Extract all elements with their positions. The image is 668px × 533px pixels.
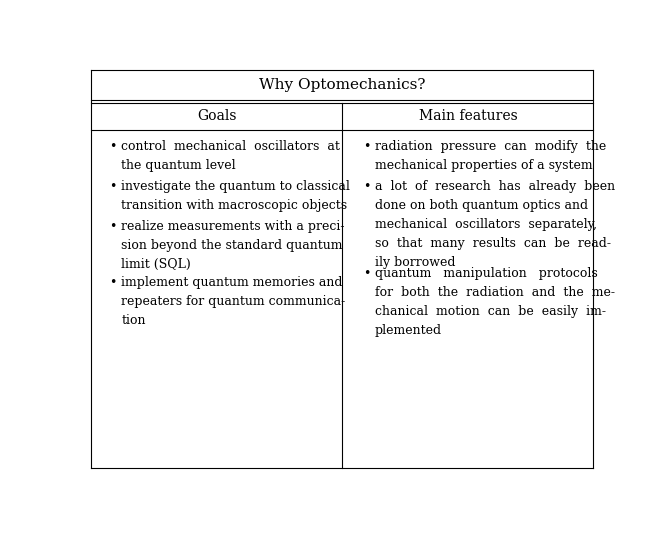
Text: implement quantum memories and
repeaters for quantum communica-
tion: implement quantum memories and repeaters… [122,276,345,327]
Text: Goals: Goals [197,109,236,123]
Text: •: • [363,180,371,193]
Text: radiation  pressure  can  modify  the
mechanical properties of a system: radiation pressure can modify the mechan… [375,140,607,172]
Text: Main features: Main features [419,109,517,123]
Text: investigate the quantum to classical
transition with macroscopic objects: investigate the quantum to classical tra… [122,180,350,212]
Text: •: • [110,276,117,289]
Text: control  mechanical  oscillators  at
the quantum level: control mechanical oscillators at the qu… [122,140,340,172]
Text: realize measurements with a preci-
sion beyond the standard quantum
limit (SQL): realize measurements with a preci- sion … [122,220,345,271]
Text: quantum   manipulation   protocols
for  both  the  radiation  and  the  me-
chan: quantum manipulation protocols for both … [375,267,615,337]
Text: •: • [363,140,371,153]
Text: •: • [363,267,371,280]
Text: •: • [110,180,117,193]
Text: •: • [110,140,117,153]
Text: Why Optomechanics?: Why Optomechanics? [259,78,426,92]
Text: a  lot  of  research  has  already  been
done on both quantum optics and
mechani: a lot of research has already been done … [375,180,615,269]
Text: •: • [110,220,117,233]
